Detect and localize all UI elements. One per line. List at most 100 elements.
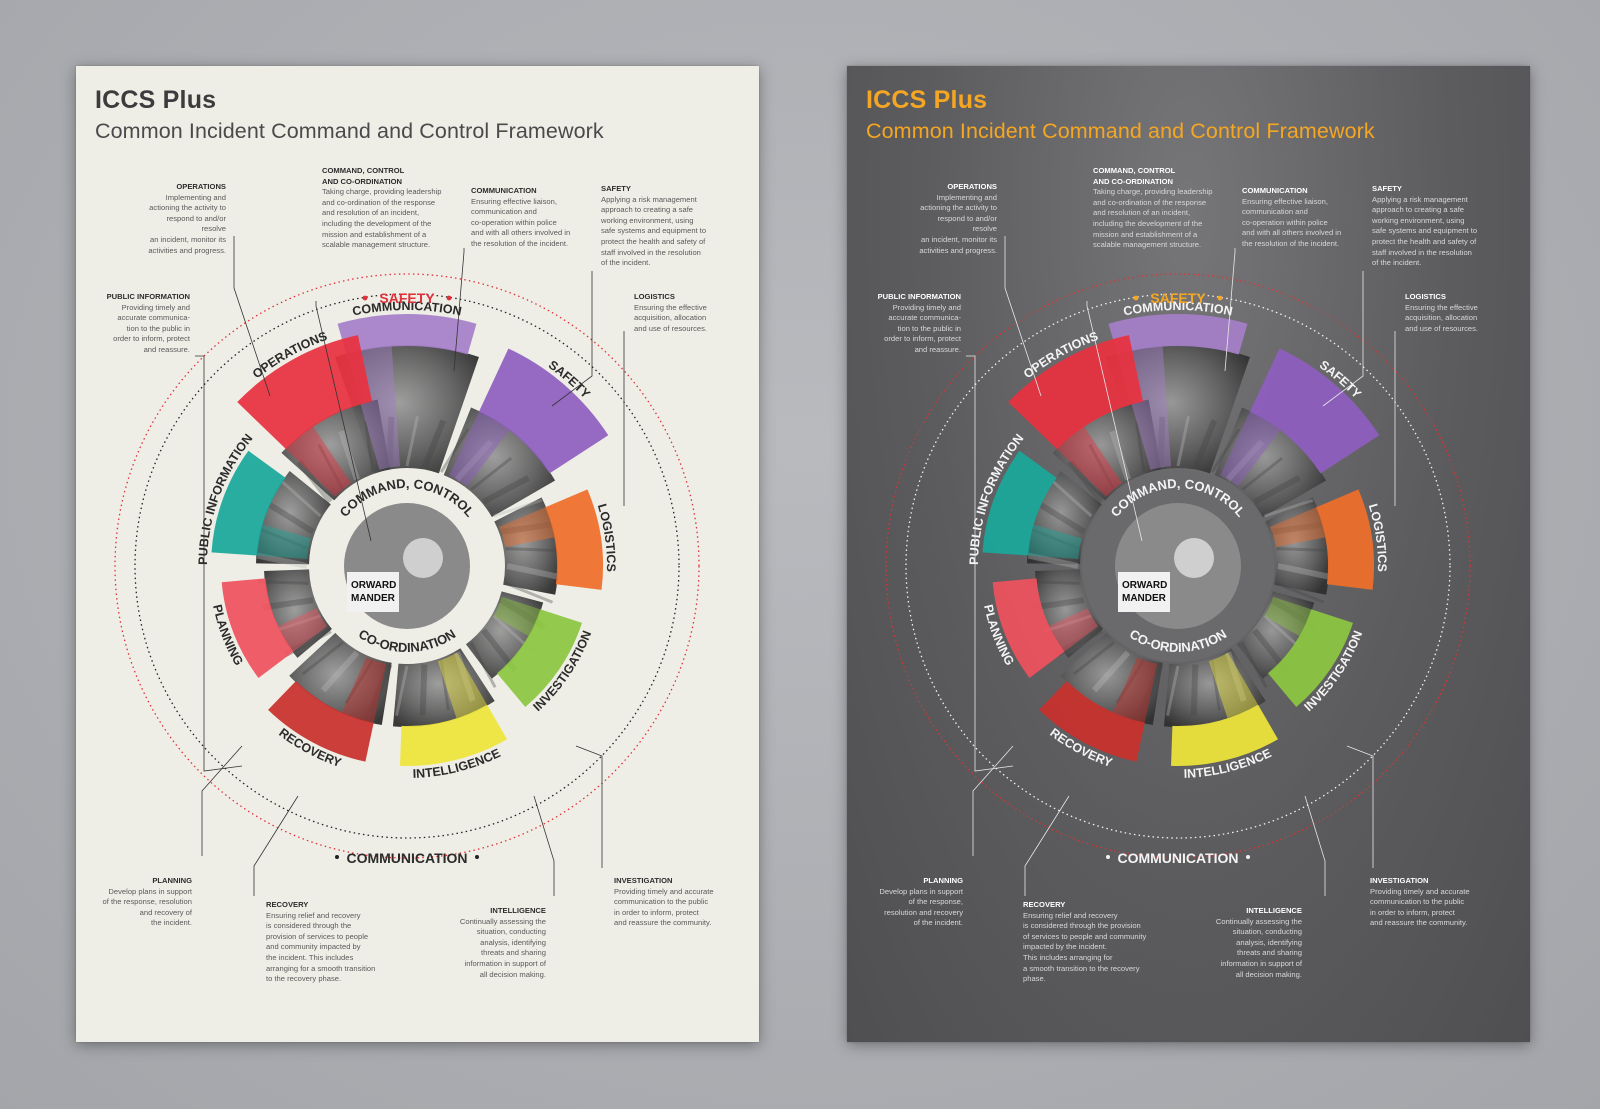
segment-public-information — [211, 450, 286, 556]
photo-slice — [392, 648, 495, 727]
outer-label-communication: COMMUNICATION — [1117, 850, 1238, 866]
segment-label-communication: COMMUNICATION — [1122, 299, 1234, 319]
segment-tint — [1208, 652, 1258, 719]
annotation-leader-line — [551, 271, 593, 407]
communication-dot — [1246, 855, 1250, 859]
annotation-investigation: INVESTIGATION Providing timely and accur… — [614, 876, 729, 929]
segment-planning — [221, 578, 294, 678]
annotation-heading: OPERATIONS — [947, 182, 997, 191]
photo-texture — [454, 651, 476, 702]
photo-texture — [1157, 416, 1166, 468]
photo-texture — [454, 439, 494, 482]
annotation-body: Ensuring effective liaison, communicatio… — [1242, 196, 1342, 248]
segment-recovery — [268, 681, 374, 762]
segment-tint — [449, 411, 510, 487]
annotation-body: Providing timely and accurate communica-… — [884, 302, 961, 354]
poster-light: ICCS Plus Common Incident Command and Co… — [76, 66, 759, 1042]
photo-slice — [289, 632, 392, 726]
photo-slice — [494, 497, 558, 595]
annotation-investigation: INVESTIGATION Providing timely and accur… — [1370, 876, 1485, 929]
center-photo-face — [1174, 538, 1214, 578]
photo-texture — [1241, 456, 1284, 491]
annotation-heading: SAFETY — [1372, 184, 1402, 193]
photo-texture — [395, 665, 409, 716]
annotation-leader-line — [972, 745, 1014, 856]
segment-intelligence — [1171, 704, 1278, 766]
center-photo-vest — [1118, 572, 1170, 612]
photo-texture — [505, 547, 557, 552]
photo-texture — [1190, 664, 1199, 716]
photo-texture — [1210, 659, 1221, 711]
photo-texture — [1115, 659, 1146, 704]
annotation-body: Continually assessing the situation, con… — [1215, 916, 1302, 979]
photo-texture — [1088, 443, 1116, 491]
safety-dot — [1133, 295, 1139, 301]
photo-texture — [1138, 663, 1164, 713]
annotation-heading: RECOVERY — [266, 900, 309, 909]
photo-text-line1: ORWARD — [1122, 580, 1167, 591]
segment-tint — [1270, 507, 1326, 547]
annotation-body: Implementing and actioning the activity … — [919, 192, 997, 255]
safety-dot — [446, 295, 452, 301]
poster-dark: ICCS Plus Common Incident Command and Co… — [847, 66, 1530, 1042]
photo-text-line1: ORWARD — [351, 580, 396, 591]
annotation-command-control: COMMAND, CONTROL AND CO-ORDINATION Takin… — [1093, 166, 1233, 251]
annotation-planning: PLANNING Develop plans in support of the… — [102, 876, 193, 929]
annotation-heading: INVESTIGATION — [1370, 876, 1429, 885]
communication-dot — [1106, 855, 1110, 859]
segment-tint — [1264, 596, 1312, 636]
annotation-heading: COMMAND, CONTROL AND CO-ORDINATION — [1093, 166, 1176, 186]
segment-public-information — [982, 450, 1057, 556]
outer-label-safety: SAFETY — [379, 290, 435, 306]
segment-operations — [237, 335, 373, 450]
annotation-public-information: PUBLIC INFORMATION Providing timely and … — [869, 292, 961, 356]
annotation-body: Taking charge, providing leadership and … — [322, 187, 442, 250]
photo-slice — [281, 399, 390, 501]
annotation-leader-line — [1224, 248, 1236, 372]
outer-safety-ring — [885, 273, 1471, 859]
annotation-heading: RECOVERY — [1023, 900, 1066, 909]
outer-label-safety: SAFETY — [1150, 290, 1206, 306]
photo-texture — [1033, 597, 1085, 611]
photo-texture — [1027, 552, 1079, 569]
annotation-body: Ensuring relief and recovery is consider… — [266, 910, 376, 984]
photo-texture — [271, 614, 321, 634]
photo-texture — [1253, 475, 1301, 505]
photo-texture — [1275, 581, 1325, 604]
segment-planning — [992, 578, 1065, 678]
photo-texture — [504, 581, 554, 604]
segment-tint — [437, 652, 487, 719]
segment-tint — [1112, 657, 1158, 723]
annotation-logistics: LOGISTICS Ensuring the effective acquisi… — [634, 292, 724, 334]
photo-texture — [1271, 521, 1323, 535]
annotation-body: Providing timely and accurate communica-… — [113, 302, 190, 354]
annotation-leader-line — [233, 236, 271, 397]
photo-texture — [419, 664, 428, 716]
outer-label-communication: COMMUNICATION — [346, 850, 467, 866]
photo-texture — [1225, 439, 1265, 482]
photo-texture — [421, 419, 447, 469]
segment-operations — [1008, 335, 1144, 450]
photo-slice — [465, 591, 544, 679]
annotation-leader-line — [201, 745, 243, 856]
annotation-heading: PUBLIC INFORMATION — [106, 292, 190, 301]
annotation-heading: LOGISTICS — [634, 292, 675, 301]
photo-texture — [1052, 481, 1093, 518]
segment-investigation — [496, 609, 582, 707]
photo-texture — [284, 627, 332, 657]
photo-text-line2: MANDER — [351, 593, 396, 604]
annotation-leader-line — [1322, 271, 1364, 407]
annotation-heading: INVESTIGATION — [614, 876, 673, 885]
annotation-leader-line — [533, 795, 555, 896]
photo-texture — [493, 498, 543, 518]
annotation-body: Applying a risk management approach to c… — [1372, 194, 1478, 268]
annotation-heading: COMMAND, CONTROL AND CO-ORDINATION — [322, 166, 405, 186]
annotation-safety: SAFETY Applying a risk management approa… — [1372, 184, 1492, 269]
outer-communication-ring — [134, 293, 680, 839]
annotation-heading: SAFETY — [601, 184, 631, 193]
photo-texture — [1166, 665, 1180, 716]
segment-tint — [1220, 411, 1281, 487]
photo-texture — [1192, 419, 1218, 469]
photo-texture — [257, 580, 309, 585]
segment-tint — [1028, 524, 1082, 560]
